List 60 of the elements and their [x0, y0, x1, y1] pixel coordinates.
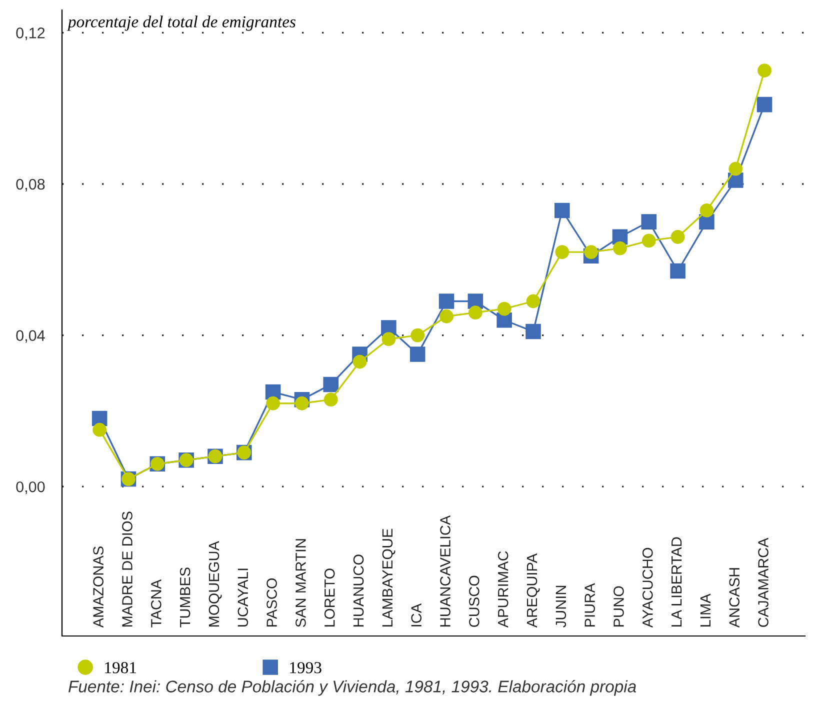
- point: [352, 354, 367, 369]
- source-note: Fuente: Inei: Censo de Población y Vivienda, 1981, 1993. Elaboración propia: [68, 680, 636, 696]
- point: [554, 202, 570, 218]
- x-tick-label: PIURA: [584, 583, 595, 626]
- point: [323, 376, 339, 392]
- x-tick-label: LAMBAYEQUE: [382, 528, 396, 626]
- legend-label: 1993: [290, 662, 322, 674]
- point: [758, 64, 772, 78]
- x-tick-label: LA LIBERTAD: [672, 537, 682, 626]
- x-tick-label: CUSCO: [469, 576, 480, 627]
- x-tick-label: HUANCAVELICA: [440, 515, 450, 626]
- point: [555, 245, 570, 260]
- point: [266, 396, 280, 410]
- x-tick-label: PUNO: [614, 586, 624, 626]
- y-tick-label: 0,08: [16, 178, 45, 192]
- y-tick-label: 0,12: [16, 28, 45, 40]
- x-tick-label: AMAZONAS: [93, 546, 104, 628]
- x-tick-label: LORETO: [324, 568, 335, 626]
- x-tick-label: MOQUEGUA: [208, 541, 222, 626]
- point: [324, 392, 338, 407]
- point: [642, 234, 656, 248]
- point: [756, 96, 772, 112]
- x-tick-label: TUMBES: [180, 568, 190, 628]
- point: [410, 346, 426, 362]
- x-tick-label: SAN MARTIN: [296, 539, 306, 628]
- point: [382, 332, 396, 346]
- x-tick-label: ICA: [411, 603, 422, 626]
- point: [641, 214, 657, 230]
- point: [700, 204, 714, 218]
- point: [295, 396, 309, 410]
- x-tick-label: JUNIN: [556, 586, 566, 628]
- point: [613, 241, 627, 256]
- x-tick-label: CAJAMARCA: [758, 538, 768, 627]
- point: [497, 302, 512, 316]
- x-tick-label: AREQUIPA: [526, 553, 540, 628]
- y-tick-label: 0,04: [16, 330, 45, 343]
- point: [381, 320, 396, 336]
- x-tick-label: TACNA: [150, 579, 162, 628]
- point: [670, 230, 685, 244]
- point: [526, 324, 541, 340]
- point: [92, 422, 107, 437]
- point: [526, 294, 540, 308]
- x-tick-label: LIMA: [700, 594, 710, 626]
- x-tick-label: ANCASH: [729, 568, 740, 628]
- x-tick-label: HUANUCO: [353, 554, 364, 626]
- point: [728, 162, 743, 176]
- y-axis-title: porcentaje del total de emigrantes: [66, 16, 296, 31]
- point: [440, 309, 454, 324]
- x-tick-label: AYACUCHO: [642, 548, 653, 628]
- x-tick-label: APURIMAC: [498, 551, 508, 628]
- point: [670, 263, 686, 279]
- y-tick-label: 0,00: [16, 481, 45, 494]
- x-tick-label: PASCO: [266, 578, 277, 626]
- x-tick-label: UCAYALI: [238, 568, 248, 627]
- point: [584, 245, 598, 260]
- point: [438, 294, 454, 309]
- point: [410, 328, 425, 342]
- x-tick-label: MADRE DE DIOS: [122, 512, 132, 626]
- point: [468, 306, 482, 320]
- legend-label: 1981: [105, 662, 136, 674]
